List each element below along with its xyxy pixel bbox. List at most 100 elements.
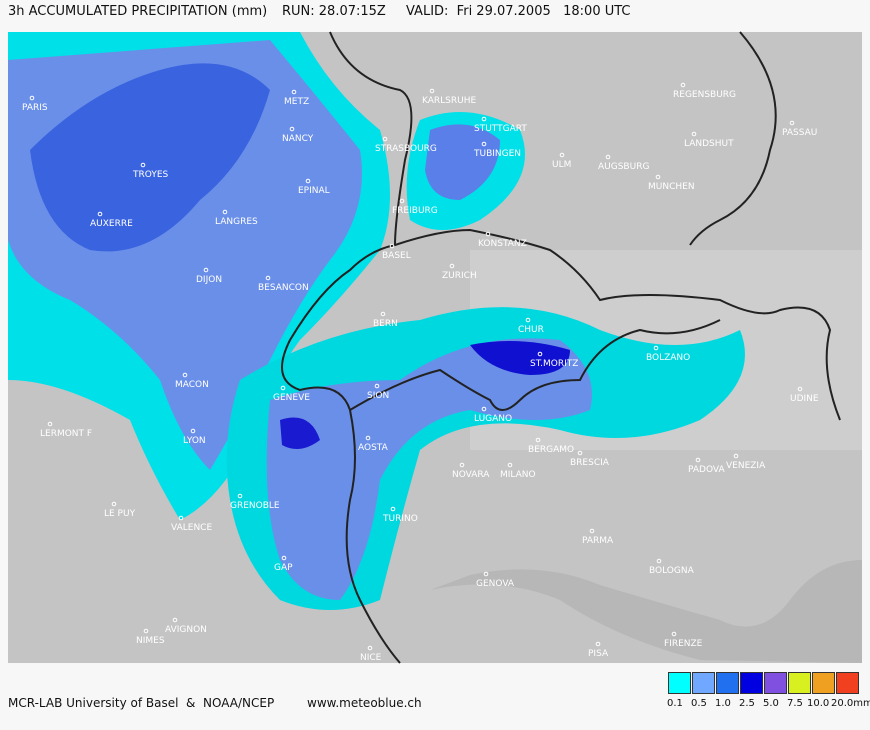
legend-swatch <box>668 672 691 694</box>
legend-swatch <box>692 672 715 694</box>
city-label: LE PUY <box>104 509 136 519</box>
website: www.meteoblue.ch <box>307 696 422 710</box>
city-label: PARMA <box>582 536 614 546</box>
legend-swatch <box>716 672 739 694</box>
legend-swatch <box>740 672 763 694</box>
map-title: 3h ACCUMULATED PRECIPITATION (mm) <box>8 4 268 19</box>
city-dot <box>797 386 803 392</box>
city-dot <box>483 571 489 577</box>
city-label: NIMES <box>136 636 165 646</box>
city-label: AUXERRE <box>90 219 133 229</box>
city-dot <box>222 209 228 215</box>
city-dot <box>291 89 297 95</box>
legend-label: 1.0 <box>715 698 731 709</box>
legend-label: 7.5 <box>787 698 803 709</box>
city-dot <box>559 152 565 158</box>
city-label: AOSTA <box>358 443 389 453</box>
city-label: PISA <box>588 649 609 659</box>
city-dot <box>140 162 146 168</box>
border <box>689 31 777 246</box>
city-label: REGENSBURG <box>673 90 736 100</box>
city-dot <box>265 275 271 281</box>
city-label: SION <box>367 391 389 401</box>
city-dot <box>281 555 287 561</box>
city-dot <box>182 372 188 378</box>
city-label: CHUR <box>518 325 544 335</box>
city-label: AUGSBURG <box>598 162 649 172</box>
city-dot <box>399 198 405 204</box>
city-label: ZURICH <box>442 271 477 281</box>
city-label: ST.MORITZ <box>530 359 578 369</box>
city-label: ULM <box>552 160 571 170</box>
city-label: VENEZIA <box>726 461 766 471</box>
city-dot <box>577 450 583 456</box>
precip-05 <box>425 124 500 200</box>
city-label: NICE <box>360 653 382 663</box>
city-dot <box>190 428 196 434</box>
city-label: LANGRES <box>215 217 258 227</box>
city-label: PARIS <box>22 103 48 113</box>
city-label: VALENCE <box>171 523 212 533</box>
city-label: MUNCHEN <box>648 182 695 192</box>
city-label: UDINE <box>790 394 819 404</box>
city-label: BERN <box>373 319 398 329</box>
city-label: BASEL <box>382 251 411 261</box>
city-dot <box>459 462 465 468</box>
city-dot <box>280 385 286 391</box>
valid-time: VALID: Fri 29.07.2005 18:00 UTC <box>406 4 631 19</box>
city-dot <box>172 617 178 623</box>
city-label: DIJON <box>196 275 222 285</box>
city-dot <box>695 457 701 463</box>
city-label: LYON <box>183 436 206 446</box>
city-label: GRENOBLE <box>230 501 280 511</box>
city-label: STUTTGART <box>474 124 527 134</box>
city-label: LANDSHUT <box>684 139 734 149</box>
precip-10 <box>30 63 270 252</box>
city-label: EPINAL <box>298 186 330 196</box>
city-label: TROYES <box>132 170 169 180</box>
legend-label: 10.0 <box>807 698 830 709</box>
precip-25 <box>280 417 320 449</box>
border <box>281 31 413 664</box>
legend-label: 0.5 <box>691 698 707 709</box>
city-label: FIRENZE <box>664 639 703 649</box>
city-dot <box>29 95 35 101</box>
city-dot <box>733 453 739 459</box>
city-dot <box>507 462 513 468</box>
city-labels: PARIS METZ NANCY TROYES EPINAL STRASBOURG KARL… <box>22 82 819 663</box>
city-label: STRASBOURG <box>375 144 437 154</box>
legend-label: 0.1 <box>667 698 683 709</box>
city-label: GENOVA <box>476 579 515 589</box>
city-label: MILANO <box>500 470 536 480</box>
city-dot <box>589 528 595 534</box>
city-dot <box>691 131 697 137</box>
city-dot <box>481 141 487 147</box>
city-dot <box>671 631 677 637</box>
city-label: AVIGNON <box>165 625 207 635</box>
city-dot <box>595 641 601 647</box>
legend-swatch <box>788 672 811 694</box>
city-label: TURINO <box>382 514 418 524</box>
city-dot <box>305 178 311 184</box>
city-label: PASSAU <box>782 128 817 138</box>
city-label: PADOVA <box>688 465 725 475</box>
legend-swatch <box>764 672 787 694</box>
city-dot <box>481 406 487 412</box>
city-dot <box>481 116 487 122</box>
city-dot <box>656 558 662 564</box>
city-dot <box>537 351 543 357</box>
city-dot <box>380 311 386 317</box>
legend-label: 5.0 <box>763 698 779 709</box>
city-dot <box>680 82 686 88</box>
city-label: LUGANO <box>474 414 512 424</box>
city-dot <box>367 645 373 651</box>
city-label: NANCY <box>282 134 314 144</box>
city-label: BRESCIA <box>570 458 610 468</box>
run-time: RUN: 28.07:15Z <box>282 4 386 19</box>
city-dot <box>374 383 380 389</box>
legend-label: 2.5 <box>739 698 755 709</box>
city-dot <box>143 628 149 634</box>
city-dot <box>47 421 53 427</box>
city-label: KARLSRUHE <box>422 96 476 106</box>
city-label: GENEVE <box>273 393 310 403</box>
